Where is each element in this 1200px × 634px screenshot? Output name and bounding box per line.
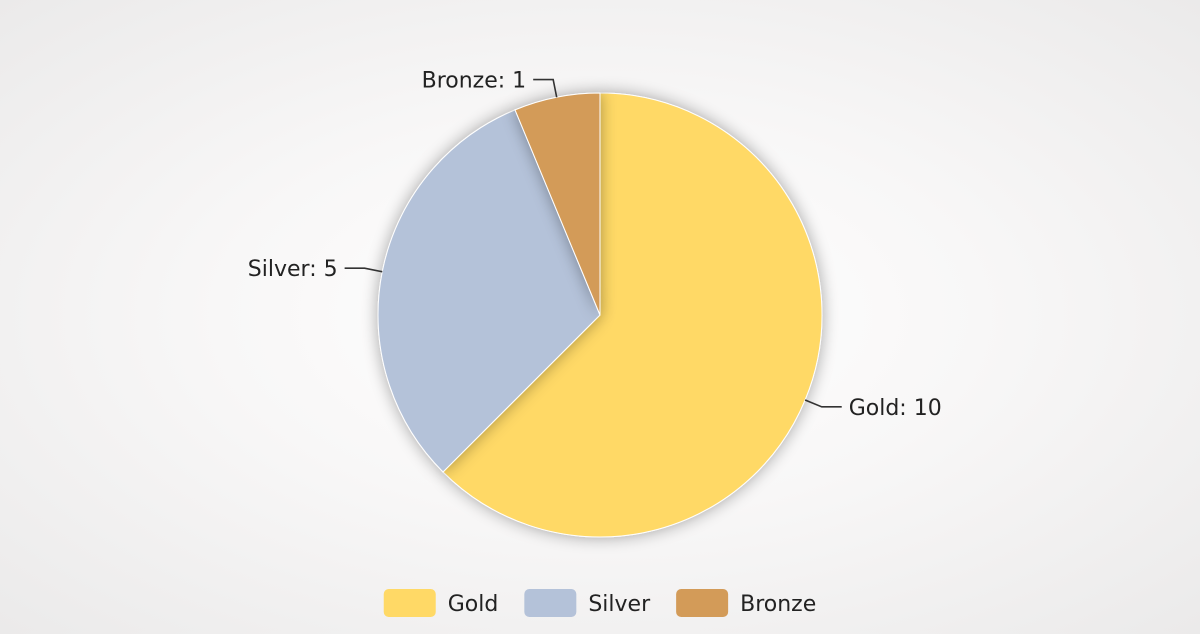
leader-line-silver bbox=[344, 267, 383, 273]
legend-item-silver[interactable]: Silver bbox=[524, 589, 651, 617]
pie-slice-gold[interactable] bbox=[442, 92, 823, 538]
legend-swatch-bronze bbox=[676, 589, 729, 617]
legend-item-bronze[interactable]: Bronze bbox=[676, 589, 816, 617]
leader-line-gold bbox=[804, 399, 842, 408]
legend-label-gold: Gold bbox=[448, 592, 499, 617]
legend-item-gold[interactable]: Gold bbox=[383, 589, 499, 617]
leader-line-bronze bbox=[533, 78, 558, 98]
legend-swatch-silver bbox=[524, 589, 577, 617]
legend: Gold Silver Bronze bbox=[383, 589, 816, 617]
legend-label-silver: Silver bbox=[588, 592, 651, 617]
slice-label-silver: Silver: 5 bbox=[248, 257, 338, 282]
slice-label-bronze: Bronze: 1 bbox=[422, 69, 527, 94]
legend-label-bronze: Bronze bbox=[740, 592, 816, 617]
slice-label-gold: Gold: 10 bbox=[849, 396, 942, 421]
pie-slices bbox=[377, 92, 823, 538]
pie-slice-bronze[interactable] bbox=[514, 92, 601, 316]
slice-labels: Gold: 10 Silver: 5 Bronze: 1 bbox=[248, 69, 942, 421]
legend-swatch-gold bbox=[383, 589, 436, 617]
